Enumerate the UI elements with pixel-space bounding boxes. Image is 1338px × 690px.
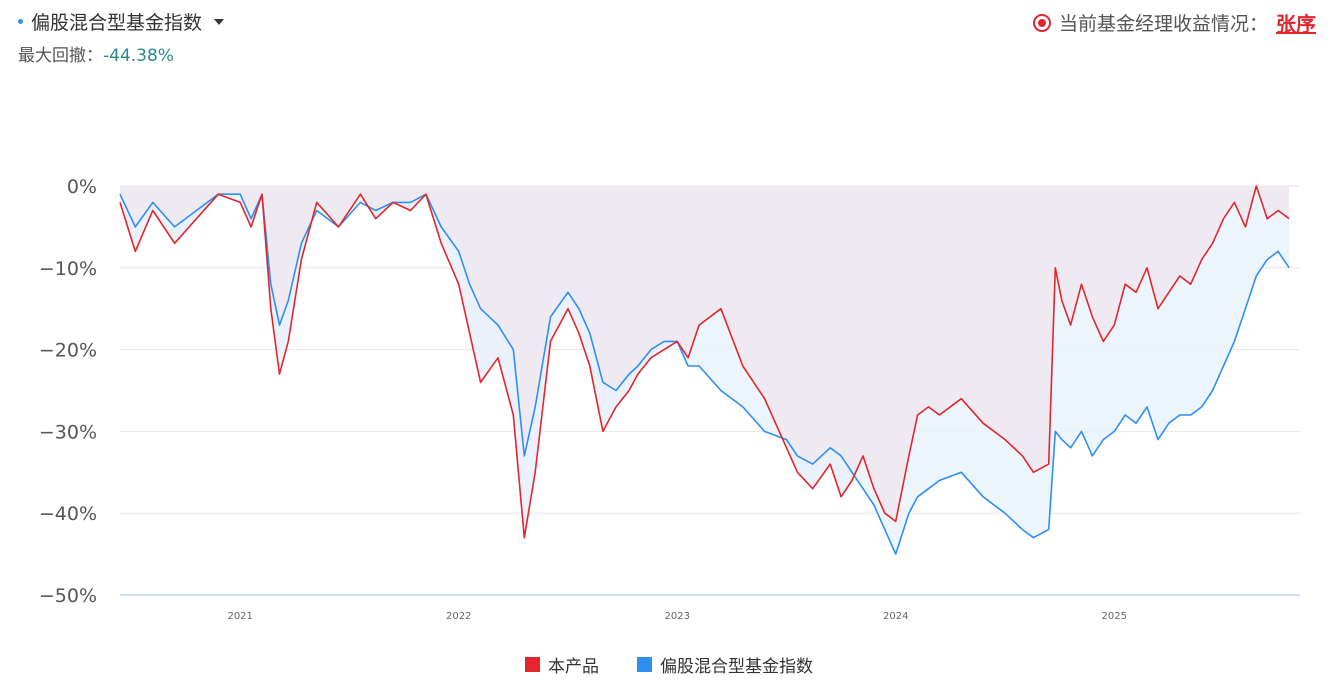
manager-performance: 当前基金经理收益情况： 张序 [1032,8,1316,37]
legend-item-product[interactable]: 本产品 [525,652,599,677]
y-tick-label: −20% [39,340,97,362]
chevron-down-icon [214,18,225,25]
bullet-icon [18,19,23,24]
x-tick-label: 2023 [664,611,689,622]
index-title: 偏股混合型基金指数 [31,12,203,34]
legend-label-product: 本产品 [548,657,599,677]
chart-legend: 本产品 偏股混合型基金指数 [0,652,1338,677]
x-tick-label: 2024 [883,611,908,622]
manager-name-link[interactable]: 张序 [1276,12,1316,36]
legend-swatch-index [637,657,652,672]
x-tick-label: 2021 [227,611,252,622]
legend-label-index: 偏股混合型基金指数 [660,657,813,677]
product-area-fill [120,186,1290,538]
max-drawdown: 最大回撤：-44.38% [18,41,224,66]
x-tick-label: 2022 [446,611,471,622]
series-line-product [119,185,1290,539]
x-tick-label: 2025 [1102,611,1127,622]
index-selector-dropdown[interactable]: 偏股混合型基金指数 [18,8,225,35]
chart-header-left: 偏股混合型基金指数 最大回撤：-44.38% [18,8,225,66]
series-line-index [119,193,1290,555]
radio-selected-icon[interactable] [1032,13,1051,32]
manager-label: 当前基金经理收益情况： [1058,13,1268,35]
y-tick-label: −40% [39,503,97,525]
legend-item-index[interactable]: 偏股混合型基金指数 [637,652,813,677]
max-drawdown-label: 最大回撤： [18,46,103,66]
legend-swatch-product [525,657,540,672]
y-tick-label: −10% [39,258,97,280]
spread-area-fill [120,186,1290,555]
max-drawdown-value: -44.38% [103,46,174,66]
y-tick-label: −50% [39,585,97,607]
y-tick-label: −30% [39,421,97,443]
y-tick-label: 0% [67,176,97,198]
